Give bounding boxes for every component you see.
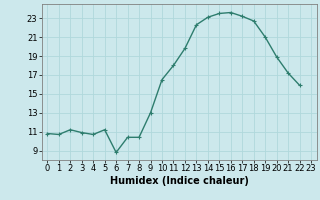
X-axis label: Humidex (Indice chaleur): Humidex (Indice chaleur) (110, 176, 249, 186)
